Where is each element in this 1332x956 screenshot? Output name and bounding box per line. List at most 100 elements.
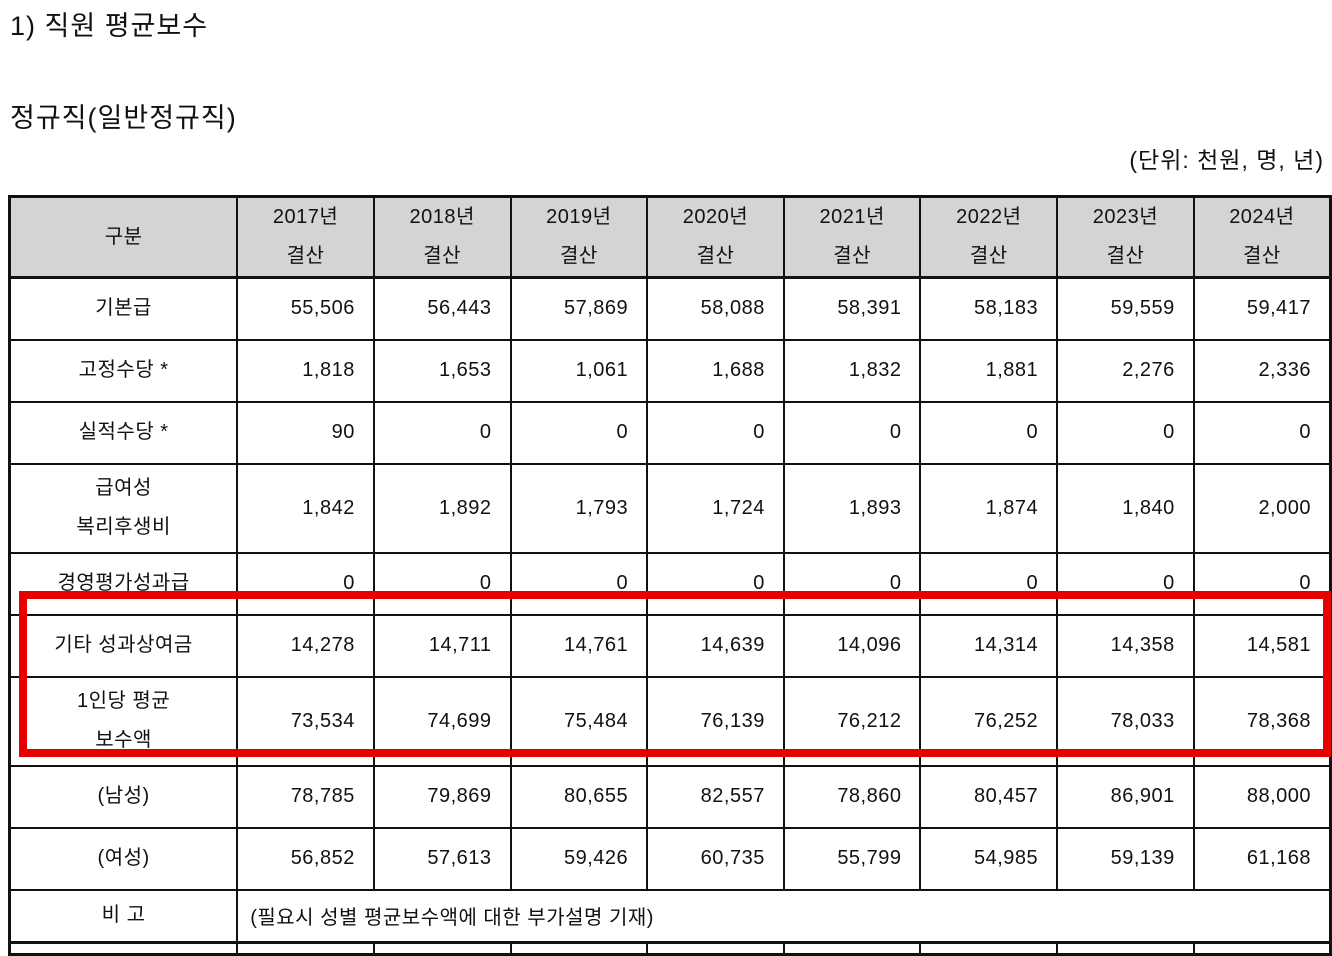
row-label: (남성) xyxy=(8,764,239,829)
value-cell: 2,336 xyxy=(1192,338,1332,403)
table-header-row: 구분 2017년 결산 2018년 결산 2019년 결산 2020년 결산 2021년 결산 202… xyxy=(8,195,1332,279)
value-cell: 57,869 xyxy=(509,276,649,341)
value-cell: 14,581 xyxy=(1192,613,1332,678)
partial-cell xyxy=(509,941,649,956)
year-column-header-2: 2019년 결산 xyxy=(509,195,649,279)
value-cell: 14,096 xyxy=(782,613,922,678)
value-cell: 0 xyxy=(1192,551,1332,616)
table-row: 기타 성과상여금 14,278 14,711 14,761 14,639 14,096 14… xyxy=(8,613,1332,678)
row-label: 고정수당 * xyxy=(8,338,239,403)
value-cell: 61,168 xyxy=(1192,826,1332,891)
table-row: 실적수당 * 90 0 0 0 0 0 0 0 xyxy=(8,400,1332,465)
value-cell: 57,613 xyxy=(372,826,512,891)
partial-cell xyxy=(646,941,785,956)
value-cell: 80,655 xyxy=(509,764,649,829)
partial-cell xyxy=(236,941,375,956)
remark-note: (필요시 성별 평균보수액에 대한 부가설명 기재) xyxy=(236,888,1332,944)
partial-cell xyxy=(782,941,922,956)
value-cell: 14,639 xyxy=(646,613,785,678)
value-cell: 0 xyxy=(1056,400,1195,465)
table-row: (여성) 56,852 57,613 59,426 60,735 55,799 54,985… xyxy=(8,826,1332,891)
value-cell: 1,793 xyxy=(509,462,649,554)
value-cell: 76,252 xyxy=(919,675,1059,767)
year-column-header-5: 2022년 결산 xyxy=(919,195,1059,279)
value-cell: 1,840 xyxy=(1056,462,1195,554)
page-title: 1) 직원 평균보수 xyxy=(10,11,209,41)
table-row: 기본급 55,506 56,443 57,869 58,088 58,391 58,183 5… xyxy=(8,276,1332,341)
year-column-header-1: 2018년 결산 xyxy=(372,195,512,279)
table-row: 경영평가성과급 0 0 0 0 0 0 0 0 xyxy=(8,551,1332,616)
value-cell: 14,711 xyxy=(372,613,512,678)
value-cell: 79,869 xyxy=(372,764,512,829)
value-cell: 78,368 xyxy=(1192,675,1332,767)
remark-row: 비 고 (필요시 성별 평균보수액에 대한 부가설명 기재) xyxy=(8,888,1332,944)
value-cell: 0 xyxy=(1056,551,1195,616)
value-cell: 59,139 xyxy=(1056,826,1195,891)
value-cell: 78,860 xyxy=(782,764,922,829)
year-column-header-3: 2020년 결산 xyxy=(646,195,785,279)
value-cell: 1,688 xyxy=(646,338,785,403)
year-column-header-4: 2021년 결산 xyxy=(782,195,922,279)
value-cell: 0 xyxy=(646,551,785,616)
year-column-header-6: 2023년 결산 xyxy=(1056,195,1195,279)
value-cell: 0 xyxy=(236,551,375,616)
value-cell: 0 xyxy=(919,551,1059,616)
value-cell: 56,852 xyxy=(236,826,375,891)
row-label: 급여성 복리후생비 xyxy=(8,462,239,554)
value-cell: 76,212 xyxy=(782,675,922,767)
value-cell: 14,761 xyxy=(509,613,649,678)
value-cell: 60,735 xyxy=(646,826,785,891)
value-cell: 78,785 xyxy=(236,764,375,829)
average-compensation-table: 구분 2017년 결산 2018년 결산 2019년 결산 2020년 결산 2021년 결산 202… xyxy=(8,195,1332,956)
corner-header: 구분 xyxy=(8,195,239,279)
table-row: 1인당 평균 보수액 73,534 74,699 75,484 76,139 76,212 7… xyxy=(8,675,1332,767)
value-cell: 14,278 xyxy=(236,613,375,678)
value-cell: 0 xyxy=(509,400,649,465)
value-cell: 1,818 xyxy=(236,338,375,403)
value-cell: 73,534 xyxy=(236,675,375,767)
value-cell: 0 xyxy=(782,551,922,616)
value-cell: 2,276 xyxy=(1056,338,1195,403)
section-subtitle: 정규직(일반정규직) xyxy=(10,103,237,133)
value-cell: 58,391 xyxy=(782,276,922,341)
value-cell: 58,183 xyxy=(919,276,1059,341)
value-cell: 14,314 xyxy=(919,613,1059,678)
value-cell: 14,358 xyxy=(1056,613,1195,678)
value-cell: 1,724 xyxy=(646,462,785,554)
partial-cell xyxy=(1192,941,1332,956)
table-row: 고정수당 * 1,818 1,653 1,061 1,688 1,832 1,881 2,27… xyxy=(8,338,1332,403)
value-cell: 88,000 xyxy=(1192,764,1332,829)
table-row: (남성) 78,785 79,869 80,655 82,557 78,860 80,457… xyxy=(8,764,1332,829)
value-cell: 80,457 xyxy=(919,764,1059,829)
year-column-header-7: 2024년 결산 xyxy=(1192,195,1332,279)
value-cell: 1,061 xyxy=(509,338,649,403)
value-cell: 2,000 xyxy=(1192,462,1332,554)
partial-cell xyxy=(919,941,1059,956)
partial-cell xyxy=(1056,941,1195,956)
value-cell: 0 xyxy=(372,551,512,616)
value-cell: 82,557 xyxy=(646,764,785,829)
value-cell: 58,088 xyxy=(646,276,785,341)
value-cell: 1,881 xyxy=(919,338,1059,403)
row-label: 실적수당 * xyxy=(8,400,239,465)
value-cell: 1,874 xyxy=(919,462,1059,554)
value-cell: 86,901 xyxy=(1056,764,1195,829)
table-row: 급여성 복리후생비 1,842 1,892 1,793 1,724 1,893 1,874 1,… xyxy=(8,462,1332,554)
value-cell: 56,443 xyxy=(372,276,512,341)
value-cell: 76,139 xyxy=(646,675,785,767)
value-cell: 59,426 xyxy=(509,826,649,891)
value-cell: 0 xyxy=(919,400,1059,465)
partial-cell xyxy=(8,941,239,956)
value-cell: 59,559 xyxy=(1056,276,1195,341)
value-cell: 1,832 xyxy=(782,338,922,403)
value-cell: 55,799 xyxy=(782,826,922,891)
value-cell: 1,842 xyxy=(236,462,375,554)
value-cell: 0 xyxy=(372,400,512,465)
value-cell: 0 xyxy=(509,551,649,616)
row-label: 1인당 평균 보수액 xyxy=(8,675,239,767)
value-cell: 78,033 xyxy=(1056,675,1195,767)
value-cell: 0 xyxy=(1192,400,1332,465)
value-cell: 0 xyxy=(782,400,922,465)
remark-label: 비 고 xyxy=(8,888,239,944)
partial-next-row xyxy=(8,941,1332,956)
